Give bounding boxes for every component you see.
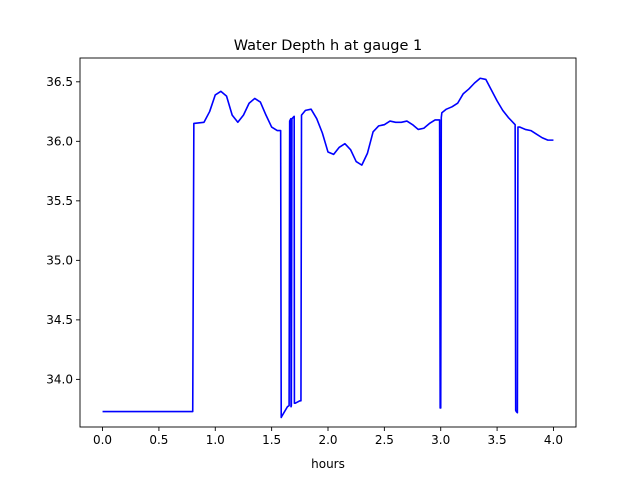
x-tick-label: 2.5 <box>375 433 394 447</box>
y-tick-label: 35.0 <box>46 253 73 267</box>
x-tick-label: 1.0 <box>206 433 225 447</box>
x-tick-label: 4.0 <box>544 433 563 447</box>
x-axis: 0.0 0.5 1.0 1.5 2.0 2.5 3.0 3.5 4.0 <box>93 427 563 447</box>
x-tick-label: 0.0 <box>93 433 112 447</box>
x-tick-label: 3.5 <box>488 433 507 447</box>
x-tick-label: 0.5 <box>149 433 168 447</box>
y-tick-label: 34.0 <box>46 372 73 386</box>
plot-area <box>79 57 577 428</box>
x-tick-label: 1.5 <box>262 433 281 447</box>
y-axis: 34.0 34.5 35.0 35.5 36.0 36.5 <box>46 75 80 386</box>
y-tick-label: 34.5 <box>46 313 73 327</box>
chart-title: Water Depth h at gauge 1 <box>234 38 422 54</box>
x-tick-label: 2.0 <box>318 433 337 447</box>
plot-background <box>80 58 576 427</box>
y-tick-label: 36.0 <box>46 134 73 148</box>
x-axis-label: hours <box>311 457 345 471</box>
y-tick-label: 35.5 <box>46 194 73 208</box>
x-tick-label: 3.0 <box>431 433 450 447</box>
y-tick-label: 36.5 <box>46 75 73 89</box>
series-line-0 <box>102 77 554 419</box>
